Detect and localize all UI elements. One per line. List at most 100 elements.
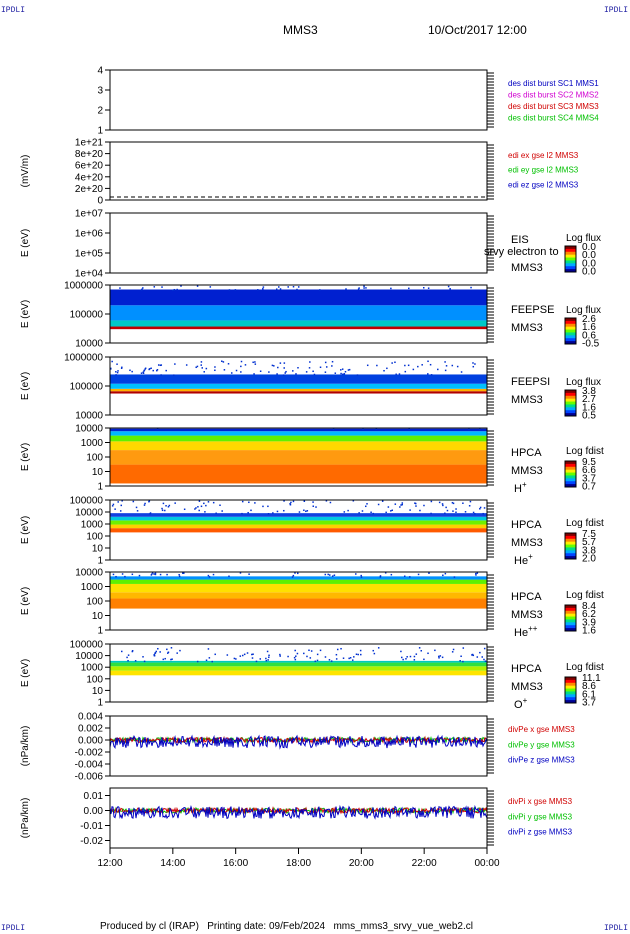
heatmap-speck xyxy=(248,573,250,575)
heatmap-speck xyxy=(331,575,334,577)
heatmap-speck xyxy=(129,369,131,372)
colorbar-frame xyxy=(564,676,577,704)
heatmap-speck xyxy=(167,652,169,654)
heatmap-speck xyxy=(228,289,231,291)
heatmap-speck xyxy=(134,660,137,662)
colorbar-segment xyxy=(565,341,576,345)
heatmap-speck xyxy=(282,374,285,376)
colorbar-segment xyxy=(565,338,576,342)
heatmap-speck xyxy=(362,428,364,431)
heatmap-speck xyxy=(182,572,184,574)
colorbar-segment xyxy=(565,332,576,336)
heatmap-speck xyxy=(303,509,305,511)
heatmap-speck xyxy=(427,287,430,289)
colorbar-segment xyxy=(565,335,576,339)
heatmap-speck xyxy=(331,365,333,367)
heatmap-speck xyxy=(143,504,146,506)
x-tick-label: 20:00 xyxy=(349,858,374,869)
heatmap-speck xyxy=(279,653,281,656)
heatmap-speck xyxy=(400,650,402,653)
heatmap-speck xyxy=(265,659,268,662)
heatmap-speck xyxy=(174,502,176,504)
heatmap-speck xyxy=(372,649,375,652)
heatmap-band-1 xyxy=(110,528,487,533)
heatmap-speck xyxy=(212,501,215,504)
y-tick-label: 10000 xyxy=(75,508,103,519)
heatmap-speck xyxy=(222,361,225,363)
colorbar-title: Log fdist xyxy=(566,662,604,673)
y-axis-label: E (eV) xyxy=(20,443,31,471)
legend-entry: edi ex gse l2 MMS3 xyxy=(508,151,579,160)
heatmap-speck xyxy=(475,574,477,576)
heatmap-speck xyxy=(277,366,279,369)
heatmap-speck xyxy=(314,660,317,663)
instrument-label: MMS3 xyxy=(511,322,543,334)
heatmap-speck xyxy=(415,653,418,655)
heatmap-speck xyxy=(156,368,159,371)
heatmap-speck xyxy=(262,287,264,290)
y-tick-label: 10 xyxy=(92,611,104,622)
heatmap-speck xyxy=(358,512,360,514)
heatmap-speck xyxy=(327,573,329,576)
y-tick-label: 100000 xyxy=(70,310,104,321)
heatmap-band-2 xyxy=(110,450,487,465)
y-tick-label: 4 xyxy=(97,66,103,77)
heatmap-speck xyxy=(292,500,295,503)
heatmap-speck xyxy=(483,507,486,509)
instrument-label: MMS3 xyxy=(511,262,543,274)
colorbar-segment xyxy=(565,269,576,273)
heatmap-speck xyxy=(403,575,406,578)
heatmap-speck xyxy=(363,285,365,288)
species-charge: + xyxy=(522,480,527,489)
heatmap-speck xyxy=(429,363,432,366)
heatmap-speck xyxy=(176,288,178,291)
y-tick-label: 100 xyxy=(86,674,103,685)
heatmap-speck xyxy=(390,510,392,512)
colorbar-tick-label: 0.5 xyxy=(582,410,596,421)
heatmap-speck xyxy=(262,286,265,288)
colorbar-tick-label: 6.6 xyxy=(582,465,596,476)
heatmap-speck xyxy=(479,506,482,509)
heatmap-speck xyxy=(151,573,153,575)
y-tick-label: -0.002 xyxy=(75,748,104,759)
heatmap-speck xyxy=(452,648,455,651)
heatmap-speck xyxy=(279,288,282,290)
heatmap-speck xyxy=(298,511,301,513)
colorbar-segment xyxy=(565,329,576,333)
heatmap-speck xyxy=(390,573,393,576)
y-tick-label: 1000000 xyxy=(64,281,103,292)
colorbar-segment xyxy=(565,613,576,618)
heatmap-speck xyxy=(278,286,280,288)
heatmap-speck xyxy=(474,513,476,515)
colorbar-segment xyxy=(565,398,576,403)
heatmap-speck xyxy=(319,649,322,652)
heatmap-speck xyxy=(316,653,319,656)
heatmap-band-4 xyxy=(110,660,487,663)
panel-3: 1e+04 1e+05 1e+06 1e+07 E (eV) EIS MMS3 srvy el… xyxy=(20,209,601,280)
colorbar-segment xyxy=(565,246,576,250)
heatmap-speck xyxy=(203,371,205,373)
colorbar-tick-label: 0.0 xyxy=(582,250,596,261)
y-axis-label: E (eV) xyxy=(20,300,31,328)
heatmap-speck xyxy=(212,573,215,576)
heatmap-speck xyxy=(447,285,450,288)
heatmap-speck xyxy=(214,369,216,372)
heatmap-speck xyxy=(223,369,226,371)
heatmap-speck xyxy=(379,576,382,578)
y-tick-label: 1 xyxy=(97,126,103,137)
heatmap-speck xyxy=(289,503,292,506)
heatmap-speck xyxy=(455,511,457,514)
instrument-label: HPCA xyxy=(511,519,542,531)
heatmap-speck xyxy=(476,656,479,658)
y-tick-label: 0.002 xyxy=(78,724,103,735)
heatmap-speck xyxy=(309,361,311,363)
heatmap-speck xyxy=(315,506,317,508)
x-tick-label: 18:00 xyxy=(286,858,311,869)
heatmap-speck xyxy=(384,572,387,574)
colorbar-segment xyxy=(565,607,576,612)
y-tick-label: 10000 xyxy=(75,651,103,662)
heatmap-speck xyxy=(483,647,486,650)
heatmap-speck xyxy=(165,369,167,372)
heatmap-speck xyxy=(472,362,474,364)
y-tick-label: 1000000 xyxy=(64,353,103,364)
